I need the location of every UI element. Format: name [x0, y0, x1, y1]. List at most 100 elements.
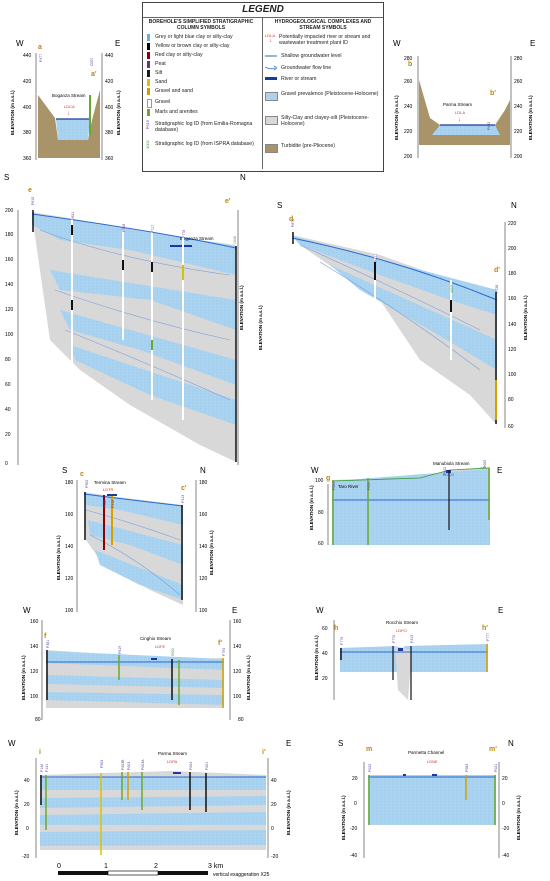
svg-text:160: 160	[30, 619, 39, 625]
section-m-right-end: N	[508, 739, 514, 748]
svg-text:5922: 5922	[171, 648, 175, 656]
legend-item-gravel: Gravel	[147, 99, 170, 108]
svg-text:P503: P503	[100, 760, 104, 768]
svg-text:ELEVATION (m a.s.l.): ELEVATION (m a.s.l.)	[21, 655, 26, 700]
svg-text:140: 140	[199, 544, 208, 550]
svg-text:180: 180	[508, 271, 517, 277]
section-d-start: d	[289, 216, 293, 223]
svg-text:ELEVATION (m a.s.l.): ELEVATION (m a.s.l.)	[116, 90, 121, 135]
section-d-left-end: S	[277, 201, 282, 210]
svg-text:20: 20	[24, 802, 30, 808]
svg-text:↓: ↓	[67, 111, 70, 117]
legend-item-yellow-clay: Yellow or brown clay or silty-clay	[147, 43, 229, 50]
svg-text:80: 80	[5, 357, 11, 363]
scale-bar: 0 1 2 3 km vertical exaggeration X25	[57, 863, 270, 878]
svg-text:-20: -20	[22, 854, 29, 860]
legend-item-marls: Marls and arenites	[147, 109, 198, 116]
svg-text:180: 180	[5, 232, 14, 238]
svg-text:P413: P413	[181, 495, 185, 503]
svg-text:380: 380	[105, 130, 114, 136]
svg-text:360: 360	[23, 156, 32, 162]
svg-text:ELEVATION (m a.s.l.): ELEVATION (m a.s.l.)	[258, 305, 263, 350]
svg-text:ELEVATION (m a.s.l.): ELEVATION (m a.s.l.)	[10, 90, 15, 135]
section-g-stream1: Taro River	[338, 484, 359, 489]
section-i-right-end: E	[286, 739, 291, 748]
svg-text:P928: P928	[103, 500, 107, 508]
svg-text:160: 160	[508, 296, 517, 302]
svg-text:P418: P418	[111, 500, 115, 508]
svg-text:80: 80	[318, 510, 324, 516]
section-b: W E b b' 280 260 240 220 200 280 260 240…	[393, 39, 535, 160]
svg-text:0: 0	[57, 863, 61, 870]
svg-text:P025: P025	[367, 482, 371, 490]
svg-text:P728: P728	[495, 285, 499, 293]
svg-text:ELEVATION (m a.s.l.): ELEVATION (m a.s.l.)	[528, 95, 533, 140]
svg-text:ELEVATION (m a.s.l.): ELEVATION (m a.s.l.)	[209, 530, 214, 575]
svg-text:180: 180	[65, 480, 74, 486]
legend-item-silty-clay: Silty-Clay and clayey-silt (Pleistocene-…	[265, 115, 381, 127]
svg-text:100: 100	[508, 372, 517, 378]
section-g-start: g	[326, 475, 330, 482]
svg-text:P381: P381	[46, 640, 50, 648]
svg-text:P902: P902	[85, 480, 89, 488]
section-b-end: b'	[490, 90, 496, 97]
section-b-plant: LDLA	[455, 110, 465, 115]
svg-text:P003: P003	[127, 762, 131, 770]
section-m-left-end: S	[338, 739, 343, 748]
svg-text:200: 200	[508, 246, 517, 252]
legend-col1-heading: BOREHOLE'S SIMPLIFIED STRATIGRAPHIC COLU…	[148, 19, 254, 31]
svg-text:420: 420	[23, 79, 32, 85]
svg-text:440: 440	[105, 53, 114, 59]
legend-item-silt: Silt	[147, 70, 162, 77]
svg-text:280: 280	[514, 56, 523, 62]
legend-item-impacted: LDLA ↓ Potentially impacted river or str…	[265, 33, 371, 46]
section-a-right-end: E	[115, 39, 120, 48]
svg-text:440: 440	[23, 53, 32, 59]
section-c-right-end: N	[200, 466, 206, 475]
section-e-stream: Boganza Stream	[180, 236, 214, 241]
svg-text:20: 20	[322, 676, 328, 682]
scale-exaggeration: vertical exaggeration X25	[213, 872, 270, 878]
section-h-right-end: E	[498, 606, 503, 615]
section-b-start: b	[408, 61, 412, 68]
svg-text:120: 120	[508, 347, 517, 353]
svg-text:-20: -20	[350, 826, 357, 832]
svg-text:P004: P004	[189, 762, 193, 770]
svg-text:100: 100	[65, 608, 74, 614]
svg-text:200: 200	[514, 154, 523, 160]
svg-text:20: 20	[271, 802, 277, 808]
svg-text:160: 160	[65, 512, 74, 518]
section-i-stream: Parma Stream	[158, 751, 187, 756]
legend-item-sand: Sand	[147, 79, 167, 86]
svg-text:P413: P413	[410, 635, 414, 643]
svg-text:380: 380	[23, 130, 32, 136]
svg-text:P778: P778	[182, 230, 186, 238]
legend-item-log-er: P615 Stratigraphic log ID (from Emilia-R…	[145, 120, 253, 133]
section-i-plant: LDPA	[167, 759, 177, 764]
svg-text:80: 80	[238, 717, 244, 723]
svg-text:P777: P777	[486, 633, 490, 641]
svg-text:120: 120	[233, 669, 242, 675]
svg-text:0: 0	[502, 801, 505, 807]
svg-text:3 km: 3 km	[208, 863, 223, 870]
svg-text:280: 280	[404, 56, 413, 62]
svg-text:P141: P141	[45, 764, 49, 772]
legend-rule	[143, 17, 383, 18]
svg-text:1048: 1048	[233, 236, 237, 244]
svg-text:40: 40	[271, 778, 277, 784]
section-i-left-end: W	[8, 739, 16, 748]
svg-text:240: 240	[514, 104, 523, 110]
svg-text:P718: P718	[122, 224, 126, 232]
svg-text:60: 60	[5, 382, 11, 388]
svg-text:100: 100	[5, 332, 14, 338]
svg-text:P021: P021	[494, 764, 498, 772]
section-d-right-end: N	[511, 201, 517, 210]
svg-text:40: 40	[322, 651, 328, 657]
svg-text:↓: ↓	[458, 117, 461, 123]
svg-text:P615: P615	[31, 197, 35, 205]
section-a-start: a	[38, 44, 42, 51]
section-e: S N e e' 200 180 160 140 120 100 80 60 4…	[4, 173, 246, 467]
svg-text:P632: P632	[487, 122, 491, 130]
svg-text:420: 420	[105, 79, 114, 85]
